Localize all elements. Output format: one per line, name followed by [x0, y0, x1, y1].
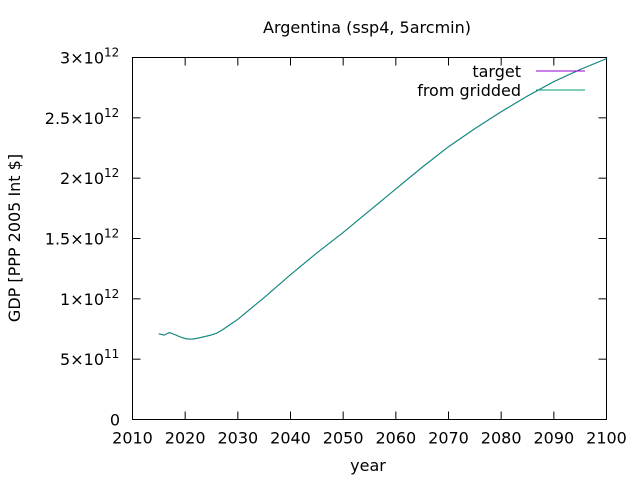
- y-tick-label: 2.5×10: [45, 109, 104, 128]
- x-tick-label: 2020: [165, 429, 206, 448]
- y-tick-exponent: 12: [104, 227, 119, 241]
- series-line-from-gridded: [158, 58, 607, 340]
- x-axis-label: year: [350, 456, 386, 475]
- y-tick-exponent: 12: [104, 106, 119, 120]
- legend-label: target: [472, 62, 521, 81]
- y-tick-label: 2×10: [60, 169, 104, 188]
- y-tick-exponent: 12: [104, 287, 119, 301]
- y-tick-mantissa: 5×10: [60, 350, 104, 369]
- y-axis-ticks: 05×10 111×10 121.5×10 122×10 122.5×10 123×10 1…: [45, 46, 607, 430]
- chart-title: Argentina (ssp4, 5arcmin): [263, 18, 471, 37]
- x-tick-label: 2090: [533, 429, 574, 448]
- x-tick-label: 2010: [112, 429, 153, 448]
- y-tick-mantissa: 2.5×10: [45, 109, 104, 128]
- y-axis-label: GDP [PPP 2005 Int $]: [5, 154, 24, 322]
- x-tick-label: 2080: [481, 429, 522, 448]
- x-axis-ticks: 2010 2020 2030 2040 2050 2060 2070 2080 2090 2100: [112, 57, 627, 448]
- x-tick-label: 2030: [217, 429, 258, 448]
- x-tick-label: 2040: [270, 429, 311, 448]
- y-tick-mantissa: 1.5×10: [45, 230, 104, 249]
- y-tick-exponent: 12: [104, 46, 119, 60]
- x-tick-label: 2070: [428, 429, 469, 448]
- y-tick-label: 0: [110, 411, 120, 430]
- y-tick-mantissa: 1×10: [60, 290, 104, 309]
- plot-frame: [132, 57, 607, 420]
- y-tick-mantissa: 3×10: [60, 49, 104, 68]
- x-tick-label: 2060: [375, 429, 416, 448]
- y-tick-label: 5×10: [60, 350, 104, 369]
- y-tick-label: 1.5×10: [45, 230, 104, 249]
- series-lines: [158, 58, 607, 340]
- y-tick-exponent: 11: [104, 347, 119, 361]
- y-tick-label: 1×10: [60, 290, 104, 309]
- legend-label: from gridded: [417, 81, 521, 100]
- y-tick-mantissa: 0: [110, 411, 120, 430]
- x-tick-label: 2100: [586, 429, 627, 448]
- y-tick-label: 3×10: [60, 49, 104, 68]
- series-line-target: [158, 58, 607, 340]
- y-tick-exponent: 12: [104, 166, 119, 180]
- y-tick-mantissa: 2×10: [60, 169, 104, 188]
- x-tick-label: 2050: [323, 429, 364, 448]
